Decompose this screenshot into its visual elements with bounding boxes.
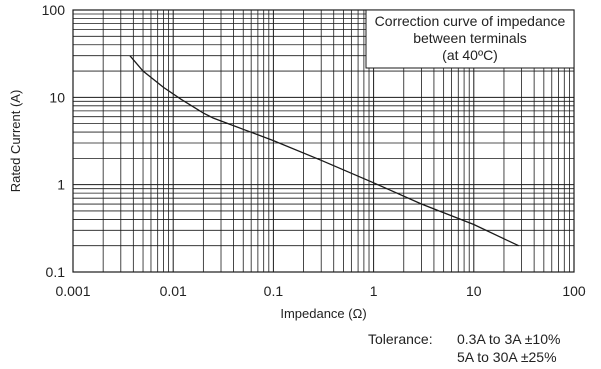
y-tick-label: 10 (49, 89, 65, 105)
x-tick-label: 0.01 (160, 283, 187, 299)
annotation-line-3: (at 40ºC) (442, 47, 498, 63)
tolerance-label: Tolerance: (368, 331, 433, 347)
y-tick-labels: 0.1 1 10 100 (42, 2, 66, 280)
y-tick-label: 1 (57, 177, 65, 193)
x-axis-label: Impedance (Ω) (280, 306, 366, 321)
y-tick-label: 100 (42, 2, 66, 18)
x-tick-label: 100 (562, 283, 586, 299)
x-tick-label: 1 (370, 283, 378, 299)
y-tick-label: 0.1 (46, 264, 66, 280)
x-tick-labels: 0.001 0.01 0.1 1 10 100 (55, 283, 585, 299)
series-line (129, 55, 519, 247)
y-axis-label: Rated Current (A) (8, 90, 23, 193)
x-tick-label: 10 (466, 283, 482, 299)
tolerance-line-1: 0.3A to 3A ±10% (457, 331, 561, 347)
plot-frame (72, 9, 575, 273)
annotation-line-1: Correction curve of impedance (375, 13, 566, 29)
grid (72, 10, 574, 273)
x-tick-label: 0.1 (264, 283, 284, 299)
tolerance-values: 0.3A to 3A ±10% 5A to 30A ±25% (457, 330, 560, 366)
x-tick-label: 0.001 (55, 283, 90, 299)
annotation-box: Correction curve of impedance between te… (365, 9, 575, 69)
annotation-background (365, 9, 575, 69)
annotation-line-2: between terminals (413, 30, 527, 46)
tolerance-line-2: 5A to 30A ±25% (457, 349, 557, 365)
